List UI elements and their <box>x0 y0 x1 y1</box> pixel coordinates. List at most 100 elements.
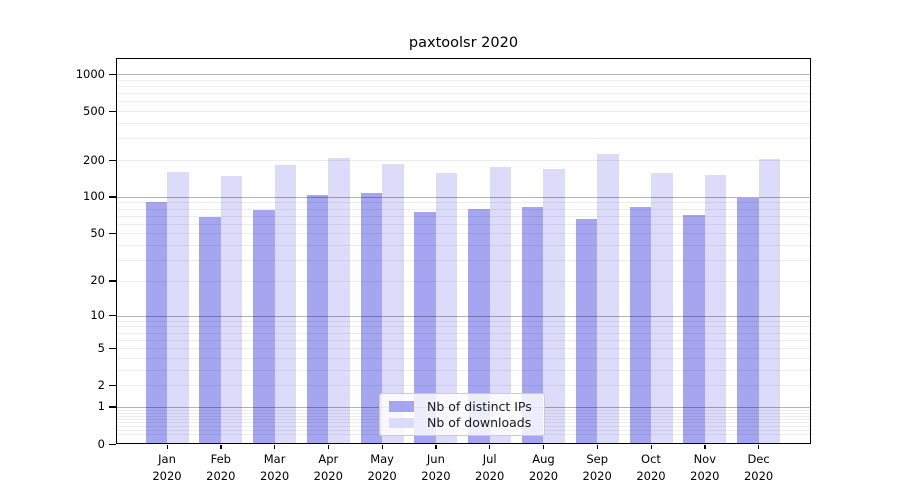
bar-downloads-aug <box>543 169 565 444</box>
gridline-minor <box>116 101 811 103</box>
gridline-minor <box>116 85 811 87</box>
y-tick-mark <box>109 280 116 282</box>
gridline-minor <box>116 245 811 247</box>
x-tick-mark <box>704 444 706 449</box>
x-tick-label-dec: Dec 2020 <box>743 452 774 483</box>
x-tick-mark <box>381 444 383 449</box>
x-tick-label-jun: Jun 2020 <box>421 452 451 483</box>
y-tick-mark <box>109 159 116 161</box>
x-tick-mark <box>166 444 168 449</box>
y-tick-label: 500 <box>83 103 105 118</box>
x-tick-label-nov: Nov 2020 <box>690 452 720 483</box>
x-tick-label-feb: Feb 2020 <box>206 452 236 483</box>
bar-downloads-may <box>382 164 404 444</box>
gridline-minor <box>116 280 811 282</box>
x-tick-mark <box>220 444 222 449</box>
gridline-minor <box>116 326 811 328</box>
y-tick-mark <box>109 196 116 198</box>
bar-distinct-ips-dec <box>737 197 759 444</box>
gridline-minor <box>116 223 811 225</box>
x-tick-mark <box>435 444 437 449</box>
gridline-minor <box>116 93 811 95</box>
y-tick-mark <box>109 73 116 75</box>
bar-downloads-nov <box>704 174 727 444</box>
y-tick-label: 200 <box>83 152 105 167</box>
gridline-minor <box>116 79 811 81</box>
x-tick-label-jul: Jul 2020 <box>475 452 505 483</box>
gridline-major <box>116 74 811 75</box>
y-tick-label: 100 <box>83 189 105 204</box>
gridline-minor <box>116 160 811 161</box>
x-tick-mark <box>327 444 330 449</box>
x-tick-label-jan: Jan 2020 <box>152 452 182 483</box>
gridline-minor <box>116 320 811 322</box>
x-tick-mark <box>274 444 276 449</box>
y-tick-mark <box>109 347 116 349</box>
bar-distinct-ips-may <box>360 192 383 444</box>
bar-distinct-ips-jul <box>468 208 490 444</box>
legend-swatch-downloads <box>389 417 414 428</box>
x-tick-label-apr: Apr 2020 <box>313 452 343 483</box>
legend-row-downloads: Nb of downloads <box>389 415 536 432</box>
plot-area <box>116 58 811 444</box>
x-tick-mark <box>596 444 598 449</box>
y-tick-mark <box>109 384 116 386</box>
bar-distinct-ips-jun <box>414 212 436 444</box>
gridline-minor <box>116 233 811 235</box>
x-tick-label-aug: Aug 2020 <box>528 452 559 483</box>
gridline-minor <box>116 369 811 371</box>
y-tick-mark <box>109 232 116 235</box>
x-tick-label-mar: Mar 2020 <box>259 452 290 483</box>
x-tick-mark <box>650 444 652 449</box>
y-tick-label: 2 <box>97 377 105 392</box>
gridline-minor <box>116 111 811 113</box>
y-tick-label: 1000 <box>75 66 105 81</box>
bar-downloads-sep <box>597 153 619 444</box>
x-tick-mark <box>758 444 760 449</box>
legend-swatch-distinct-ips <box>389 401 414 412</box>
bar-downloads-jan <box>167 171 189 444</box>
legend-label: Nb of distinct IPs <box>427 398 532 414</box>
gridline-major <box>116 196 811 198</box>
bar-distinct-ips-nov <box>683 215 705 444</box>
gridline-minor <box>116 339 811 341</box>
x-tick-mark <box>489 444 491 449</box>
x-tick-label-oct: Oct 2020 <box>636 452 666 483</box>
y-tick-label: 0 <box>97 436 105 451</box>
bar-distinct-ips-aug <box>521 207 544 444</box>
gridline-minor <box>116 332 811 334</box>
legend-label: Nb of downloads <box>427 415 532 431</box>
legend-row-distinct-ips: Nb of distinct IPs <box>389 398 536 415</box>
gridline-minor <box>116 138 811 140</box>
gridline-minor <box>116 357 811 359</box>
bar-downloads-dec <box>758 159 781 444</box>
gridline-minor <box>116 202 811 204</box>
legend: Nb of distinct IPs Nb of downloads <box>379 393 545 436</box>
bar-downloads-oct <box>651 172 673 444</box>
bar-distinct-ips-mar <box>253 210 275 444</box>
y-tick-mark <box>109 406 116 408</box>
bar-distinct-ips-apr <box>306 195 329 444</box>
y-tick-mark <box>109 443 116 445</box>
bar-distinct-ips-feb <box>199 217 221 444</box>
y-tick-label: 5 <box>97 340 105 355</box>
bar-downloads-apr <box>328 157 350 444</box>
bar-downloads-feb <box>220 176 243 444</box>
y-tick-label: 20 <box>90 273 105 288</box>
gridline-minor <box>116 260 811 262</box>
bar-distinct-ips-oct <box>629 207 652 444</box>
gridline-minor <box>116 208 811 210</box>
gridline-minor <box>116 215 811 217</box>
chart-title: paxtoolsr 2020 <box>408 35 519 51</box>
y-tick-mark <box>109 315 116 317</box>
gridline-minor <box>116 385 811 387</box>
bar-distinct-ips-sep <box>575 218 598 444</box>
y-tick-label: 1 <box>97 399 105 414</box>
x-tick-mark <box>543 444 545 449</box>
gridline-minor <box>116 123 811 124</box>
bar-downloads-jun <box>435 173 458 444</box>
x-tick-label-sep: Sep 2020 <box>582 452 612 483</box>
y-tick-label: 10 <box>90 308 105 323</box>
bar-downloads-jul <box>489 167 512 444</box>
